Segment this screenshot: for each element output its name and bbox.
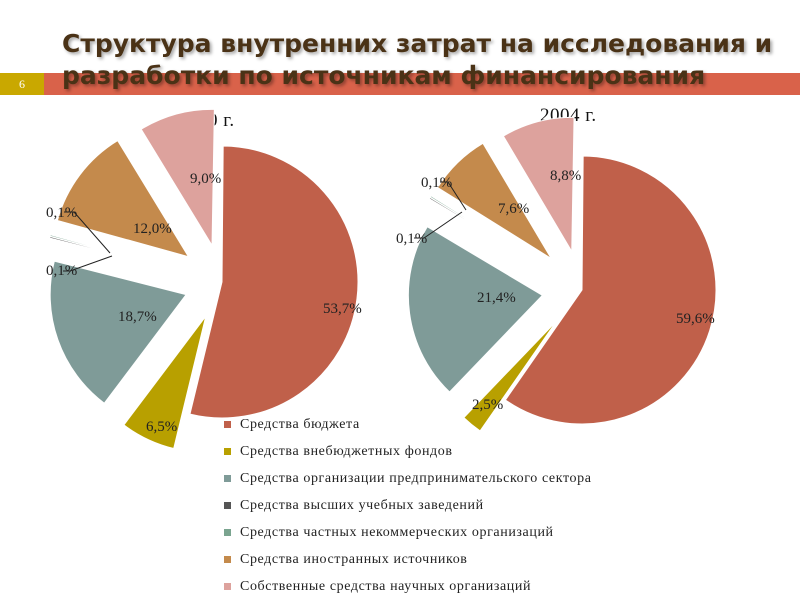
legend-swatch bbox=[224, 502, 231, 509]
chart-legend: Средства бюджета Средства внебюджетных фо… bbox=[224, 411, 592, 600]
title-accent-bar bbox=[0, 73, 800, 95]
data-label: 0,1% bbox=[421, 175, 452, 191]
legend-label: Средства частных некоммерческих организа… bbox=[240, 524, 554, 540]
legend-swatch bbox=[224, 421, 231, 428]
data-label: 53,7% bbox=[323, 301, 362, 317]
legend-label: Средства иностранных источников bbox=[240, 551, 468, 567]
data-label: 6,5% bbox=[146, 419, 177, 435]
slide-number: 6 bbox=[0, 73, 44, 95]
legend-label: Средства внебюджетных фондов bbox=[240, 443, 453, 459]
legend-item: Средства высших учебных заведений bbox=[224, 492, 592, 519]
legend-label: Средства высших учебных заведений bbox=[240, 497, 484, 513]
pie-slice bbox=[502, 116, 575, 254]
data-label: 0,1% bbox=[396, 231, 427, 247]
legend-item: Собственные средства научных организаций bbox=[224, 573, 592, 600]
legend-item: Средства иностранных источников bbox=[224, 546, 592, 573]
legend-swatch bbox=[224, 583, 231, 590]
data-label: 9,0% bbox=[190, 171, 221, 187]
legend-label: Средства бюджета bbox=[240, 416, 360, 432]
slide-title: Структура внутренних затрат на исследова… bbox=[62, 29, 773, 90]
pie-slice bbox=[504, 155, 717, 425]
leader-line bbox=[63, 255, 113, 272]
legend-swatch bbox=[224, 529, 231, 536]
pie-slice bbox=[49, 234, 182, 272]
pie-slice bbox=[436, 142, 552, 259]
data-label: 0,1% bbox=[46, 263, 77, 279]
legend-item: Средства внебюджетных фондов bbox=[224, 438, 592, 465]
data-label: 2,5% bbox=[472, 397, 503, 413]
legend-item: Средства организации предпринимательског… bbox=[224, 465, 592, 492]
legend-label: Собственные средства научных организаций bbox=[240, 578, 532, 594]
leader-line bbox=[414, 211, 463, 239]
data-label: 21,4% bbox=[477, 290, 516, 306]
pie-slice bbox=[140, 108, 215, 248]
legend-swatch bbox=[224, 448, 231, 455]
leader-line bbox=[64, 211, 111, 254]
pie-slice bbox=[56, 139, 190, 258]
data-label: 12,0% bbox=[133, 221, 172, 237]
data-label: 8,8% bbox=[550, 168, 581, 184]
legend-swatch bbox=[224, 475, 231, 482]
pie-slice bbox=[463, 320, 558, 432]
legend-label: Средства организации предпринимательског… bbox=[240, 470, 592, 486]
pie-slice bbox=[189, 145, 359, 419]
data-label: 7,6% bbox=[498, 201, 529, 217]
data-label: 59,6% bbox=[676, 311, 715, 327]
pie-slice bbox=[123, 316, 207, 450]
pie-slice bbox=[49, 260, 188, 404]
leader-line bbox=[440, 181, 467, 211]
legend-item: Средства бюджета bbox=[224, 411, 592, 438]
legend-item: Средства частных некоммерческих организа… bbox=[224, 519, 592, 546]
data-label: 0,1% bbox=[46, 205, 77, 221]
legend-swatch bbox=[224, 556, 231, 563]
data-label: 18,7% bbox=[118, 309, 157, 325]
pie-slice bbox=[407, 226, 544, 393]
